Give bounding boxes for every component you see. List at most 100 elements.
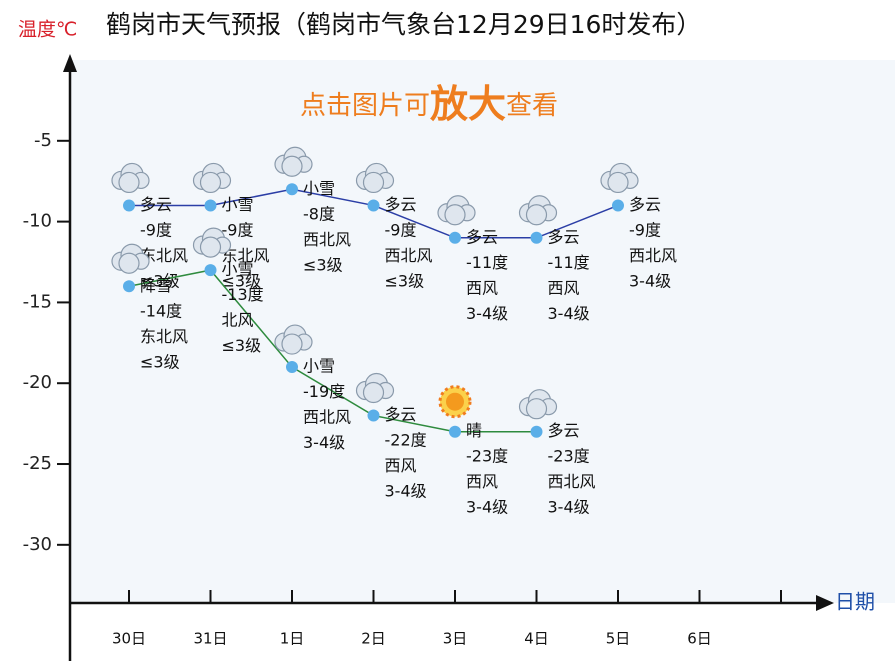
x-tick-label: 1日	[280, 630, 305, 648]
point	[367, 409, 380, 422]
x-tick-label: 30日	[112, 630, 146, 648]
data-label: 3-4级	[548, 304, 590, 323]
data-label: -11度	[548, 253, 590, 272]
y-tick-label: -10	[23, 211, 52, 232]
data-label: ≤3级	[222, 336, 262, 355]
data-label: 西风	[385, 456, 417, 475]
data-label: 小雪	[303, 179, 335, 198]
point	[530, 231, 543, 244]
data-label: -9度	[140, 220, 172, 239]
data-label: -23度	[548, 447, 590, 466]
x-axis-label: 日期	[835, 590, 875, 614]
data-label: -9度	[629, 220, 661, 239]
annotation-part: 查看	[506, 91, 558, 121]
x-tick-label: 5日	[606, 630, 631, 648]
point	[204, 199, 217, 212]
y-tick-label: -20	[23, 372, 52, 393]
data-label: ≤3级	[385, 271, 425, 290]
point	[612, 199, 624, 212]
x-tick-label: 4日	[524, 630, 549, 648]
data-label: 西北风	[548, 472, 596, 491]
data-label: 多云	[385, 405, 417, 424]
plot-area	[70, 60, 895, 603]
data-label: -9度	[385, 220, 417, 239]
data-label: -22度	[385, 431, 427, 450]
data-label: 西风	[548, 278, 580, 297]
data-label: 小雪	[222, 260, 254, 279]
x-tick-label: 3日	[443, 630, 468, 648]
data-label: 晴	[466, 421, 482, 440]
point	[286, 361, 298, 374]
weather-icon	[111, 162, 150, 194]
x-tick-label: 31日	[193, 630, 227, 648]
weather-icon	[355, 162, 395, 194]
data-label: -9度	[222, 220, 254, 239]
data-label: 小雪	[222, 195, 254, 214]
data-label: 3-4级	[466, 304, 508, 323]
data-label: -14度	[140, 301, 182, 320]
weather-icon	[274, 324, 313, 355]
data-label: 降雪	[140, 276, 172, 295]
weather-icon	[355, 372, 395, 404]
data-label: 东北风	[140, 246, 188, 265]
point	[204, 264, 217, 277]
annotation-part: 放大	[430, 82, 506, 126]
data-label: 多云	[466, 227, 498, 246]
data-label: 多云	[629, 195, 661, 214]
point	[530, 425, 543, 438]
data-label: ≤3级	[140, 271, 180, 290]
data-label: 多云	[140, 195, 172, 214]
point	[449, 425, 461, 438]
y-tick-label: -5	[34, 130, 52, 151]
data-label: 小雪	[303, 357, 335, 376]
y-axis-arrow	[63, 54, 77, 72]
data-label: -11度	[466, 253, 508, 272]
y-tick-label: -15	[23, 291, 52, 312]
data-label: 西风	[466, 278, 498, 297]
chart-title: 鹤岗市天气预报（鹤岗市气象台12月29日16时发布）	[106, 10, 701, 39]
data-label: ≤3级	[140, 352, 180, 371]
weather-icon	[518, 389, 558, 420]
data-label: 3-4级	[303, 433, 345, 452]
y-tick-label: -30	[23, 534, 52, 555]
weather-icon	[111, 243, 150, 274]
data-label: 多云	[548, 227, 580, 246]
y-axis-label: 温度℃	[18, 19, 77, 41]
data-label: 西北风	[385, 246, 433, 265]
annotation: 点击图片可放大查看	[300, 82, 558, 126]
data-label: -23度	[466, 447, 508, 466]
data-label: 多云	[385, 195, 417, 214]
weather-icon	[600, 162, 639, 194]
data-label: 西北风	[629, 246, 677, 265]
point	[286, 183, 298, 196]
x-tick-label: 6日	[687, 630, 712, 648]
data-label: -13度	[222, 285, 264, 304]
x-axis-arrow	[816, 595, 834, 611]
data-label: 多云	[548, 421, 580, 440]
data-label: 北风	[222, 311, 254, 330]
weather-icon	[518, 195, 558, 226]
weather-icon	[192, 227, 232, 258]
weather-icon	[192, 162, 232, 194]
point	[449, 231, 461, 244]
data-label: 东北风	[140, 327, 188, 346]
data-label: 3-4级	[629, 271, 671, 290]
x-tick-label: 2日	[361, 630, 386, 648]
point	[123, 280, 135, 293]
weather-icon	[446, 392, 464, 411]
data-label: 3-4级	[385, 482, 427, 501]
data-label: 3-4级	[548, 498, 590, 517]
data-label: -8度	[303, 204, 335, 223]
data-label: 东北风	[222, 246, 270, 265]
data-label: 西北风	[303, 408, 351, 427]
y-tick-label: -25	[23, 453, 52, 474]
point	[123, 199, 135, 212]
data-label: 3-4级	[466, 498, 508, 517]
line	[128, 269, 537, 433]
weather-icon	[437, 195, 476, 226]
point	[367, 199, 380, 212]
weather-icon	[274, 146, 313, 177]
data-label: 西风	[466, 472, 498, 491]
data-label: -19度	[303, 382, 345, 401]
